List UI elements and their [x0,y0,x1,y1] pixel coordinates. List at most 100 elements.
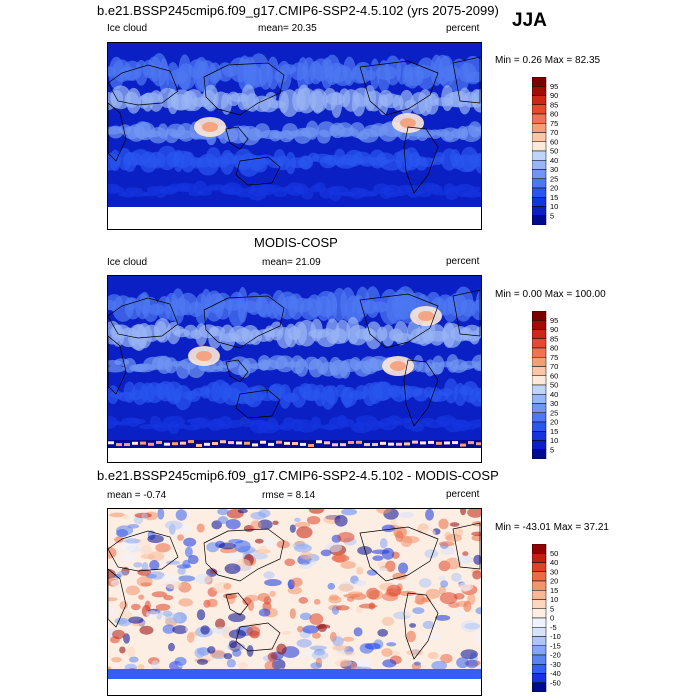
colorbar-swatch [531,440,547,450]
season-label: JJA [512,10,547,31]
colorbar-tick-label: 95 [550,82,558,91]
colorbar-swatch [531,654,547,665]
panel1-title: b.e21.BSSP245cmip6.f09_g17.CMIP6-SSP2-4.… [97,3,499,18]
colorbar-swatch [531,627,547,637]
colorbar-swatch [531,431,547,441]
colorbar-swatch [531,384,547,395]
colorbar-tick-label: 40 [550,558,558,567]
colorbar-swatch [531,123,547,133]
colorbar-swatch [531,320,547,330]
colorbar-tick-label: -30 [550,660,561,669]
panel2-map [107,275,482,463]
colorbar-swatch [531,571,547,582]
panel2-mean-label: mean= 21.09 [262,257,321,268]
panel3-map [107,508,482,696]
colorbar-tick-label: -15 [550,641,561,650]
colorbar-tick-label: 85 [550,100,558,109]
colorbar-tick-label: 80 [550,110,558,119]
colorbar-tick-label: 15 [550,193,558,202]
colorbar-tick-label: 50 [550,549,558,558]
colorbar-swatch [531,347,547,358]
colorbar-swatch [531,197,547,207]
colorbar-swatch [531,449,547,460]
panel1-minmax-label: Min = 0.26 Max = 82.35 [495,55,601,66]
colorbar-swatch [531,178,547,189]
colorbar-tick-label: 20 [550,184,558,193]
colorbar-swatch [531,543,547,554]
colorbar-tick-label: -40 [550,669,561,678]
colorbar-tick-label: -5 [550,623,557,632]
colorbar-tick-label: 15 [550,427,558,436]
colorbar-tick-label: 30 [550,567,558,576]
colorbar-swatch [531,394,547,404]
colorbar-swatch [531,160,547,170]
colorbar-tick-label: 30 [550,399,558,408]
colorbar-swatch [531,329,547,339]
panel1-mean-label: mean= 20.35 [258,23,317,34]
colorbar-swatch [531,553,547,563]
colorbar-tick-label: 90 [550,325,558,334]
colorbar-swatch [531,366,547,376]
colorbar-tick-label: 80 [550,344,558,353]
colorbar-swatch [531,421,547,432]
colorbar-swatch [531,403,547,413]
panel3-units-label: percent [446,489,480,500]
colorbar-swatch [531,562,547,572]
colorbar-swatch [531,310,547,321]
colorbar-swatch [531,580,547,591]
colorbar-tick-label: 85 [550,334,558,343]
colorbar-tick-label: 75 [550,353,558,362]
colorbar-swatch [531,673,547,683]
colorbar-tick-label: 90 [550,91,558,100]
panel2-title: MODIS-COSP [254,235,338,250]
panel3-colorbar: 50 40 30 20 15 10 5 0 -5 -10 -15 -20 -30 -40 -50 [531,543,572,693]
panel3-minmax-label: Min = -43.01 Max = 37.21 [495,522,609,533]
panel2-variable-label: Ice cloud [107,257,148,268]
colorbar-swatch [531,664,547,674]
colorbar-tick-label: -20 [550,651,561,660]
colorbar-swatch [531,590,547,600]
colorbar-tick-label: 0 [550,614,554,623]
colorbar-swatch [531,169,547,179]
colorbar-tick-label: 5 [550,604,554,613]
panel1-map [107,42,482,230]
colorbar-swatch [531,338,547,349]
colorbar-swatch [531,187,547,198]
colorbar-tick-label: 20 [550,577,558,586]
colorbar-tick-label: 25 [550,174,558,183]
colorbar-swatch [531,86,547,96]
colorbar-swatch [531,95,547,105]
panel3-rmse-label: rmse = 8.14 [262,490,316,501]
colorbar-tick-label: 70 [550,128,558,137]
colorbar-swatch [531,76,547,87]
colorbar-swatch [531,215,547,226]
panel1-colorbar: 95 90 85 80 75 70 60 50 40 30 25 20 15 10 5 [531,76,572,226]
colorbar-swatch [531,206,547,216]
colorbar-swatch [531,150,547,161]
colorbar-tick-label: 40 [550,156,558,165]
colorbar-swatch [531,357,547,367]
colorbar-tick-label: 40 [550,390,558,399]
colorbar-swatch [531,599,547,609]
panel1-units-label: percent [446,23,480,34]
colorbar-swatch [531,132,547,142]
colorbar-tick-label: 10 [550,595,558,604]
colorbar-tick-label: 95 [550,316,558,325]
panel3-mean-label: mean = -0.74 [107,490,167,501]
colorbar-tick-label: 70 [550,362,558,371]
colorbar-swatch [531,412,547,423]
colorbar-tick-label: 25 [550,408,558,417]
colorbar-swatch [531,645,547,656]
colorbar-swatch [531,617,547,628]
colorbar-swatch [531,636,547,646]
panel2-units-label: percent [446,256,480,267]
colorbar-tick-label: 10 [550,202,558,211]
colorbar-tick-label: 5 [550,211,554,220]
colorbar-tick-label: -10 [550,632,561,641]
colorbar-swatch [531,104,547,115]
colorbar-tick-label: 5 [550,445,554,454]
colorbar-swatch [531,608,547,619]
panel3-title: b.e21.BSSP245cmip6.f09_g17.CMIP6-SSP2-4.… [97,468,499,483]
colorbar-tick-label: 20 [550,418,558,427]
panel1-variable-label: Ice cloud [107,23,148,34]
